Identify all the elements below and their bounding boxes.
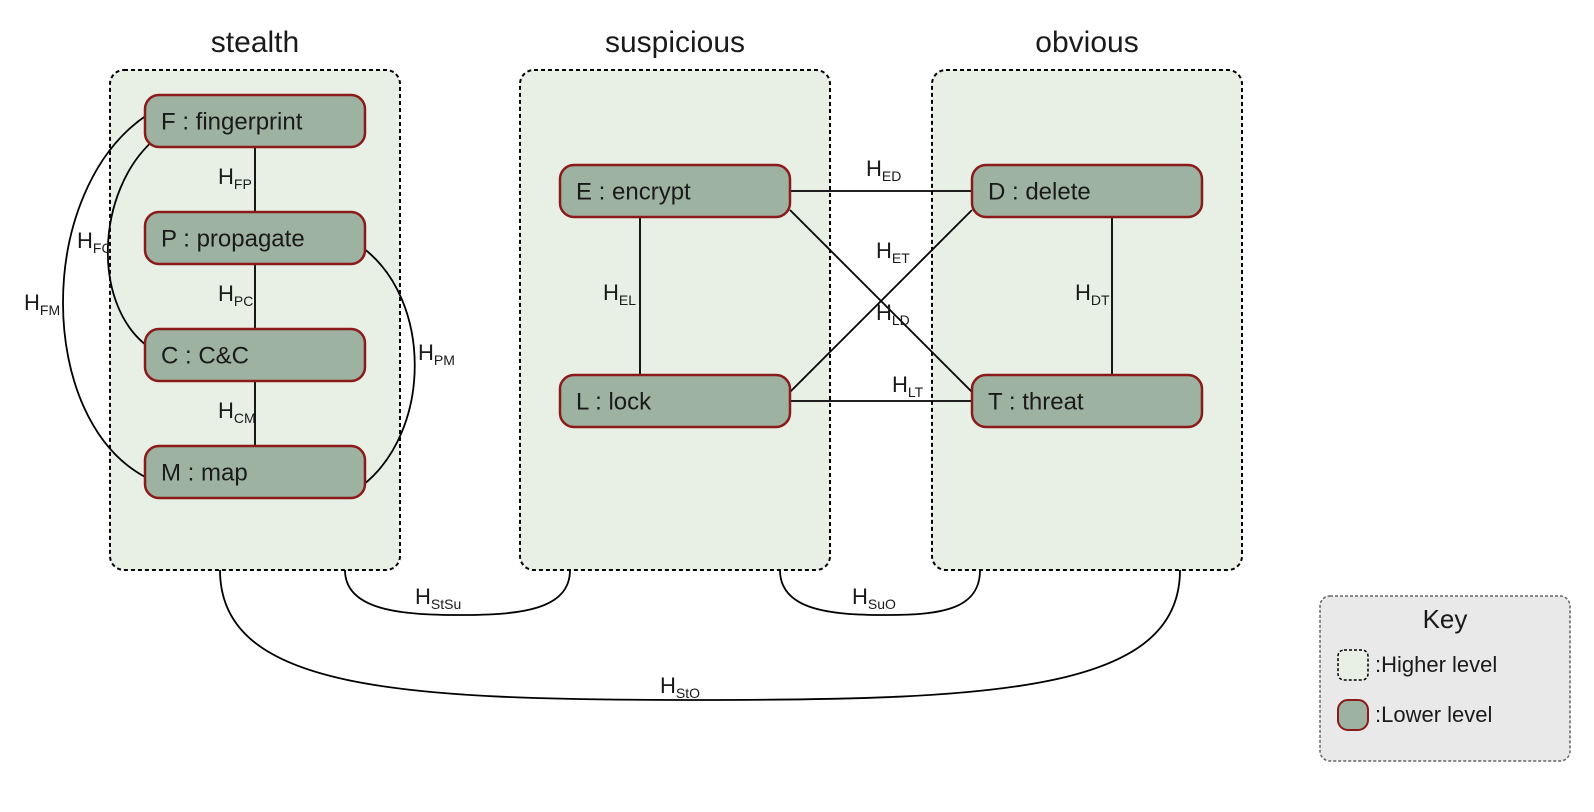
key-title: Key — [1423, 604, 1468, 634]
group-edge-label-SuO: HSuO — [852, 584, 896, 612]
node-label-F: F : fingerprint — [161, 108, 303, 135]
edge-label-ED: HED — [866, 156, 901, 184]
node-label-P: P : propagate — [161, 225, 305, 252]
group-edge-label-StSu: HStSu — [415, 584, 461, 612]
node-label-D: D : delete — [988, 178, 1091, 205]
node-label-C: C : C&C — [161, 342, 249, 369]
group-edge-StO — [220, 570, 1180, 700]
group-suspicious — [520, 70, 830, 570]
edge-label-LT: HLT — [892, 372, 924, 400]
diagram-canvas: stealthsuspiciousobviousHStSuHSuOHStOHFP… — [0, 0, 1594, 812]
group-edge-label-StO: HStO — [660, 673, 700, 701]
edge-label-FC: HFC — [77, 228, 112, 256]
node-label-T: T : threat — [988, 388, 1084, 415]
node-label-E: E : encrypt — [576, 178, 691, 205]
key-higher-label: :Higher level — [1375, 652, 1497, 677]
key-lower-label: :Lower level — [1375, 702, 1492, 727]
group-obvious — [932, 70, 1242, 570]
edge-label-LD: HLD — [876, 300, 910, 328]
group-title-obvious: obvious — [1035, 26, 1138, 59]
key-swatch-higher — [1338, 650, 1368, 680]
key-swatch-lower — [1338, 700, 1368, 730]
group-title-suspicious: suspicious — [605, 26, 745, 59]
group-title-stealth: stealth — [211, 26, 299, 59]
edge-label-PM: HPM — [418, 340, 455, 368]
edge-label-FM: HFM — [24, 290, 60, 318]
node-label-M: M : map — [161, 459, 248, 486]
edge-label-ET: HET — [876, 238, 910, 266]
node-label-L: L : lock — [576, 388, 652, 415]
